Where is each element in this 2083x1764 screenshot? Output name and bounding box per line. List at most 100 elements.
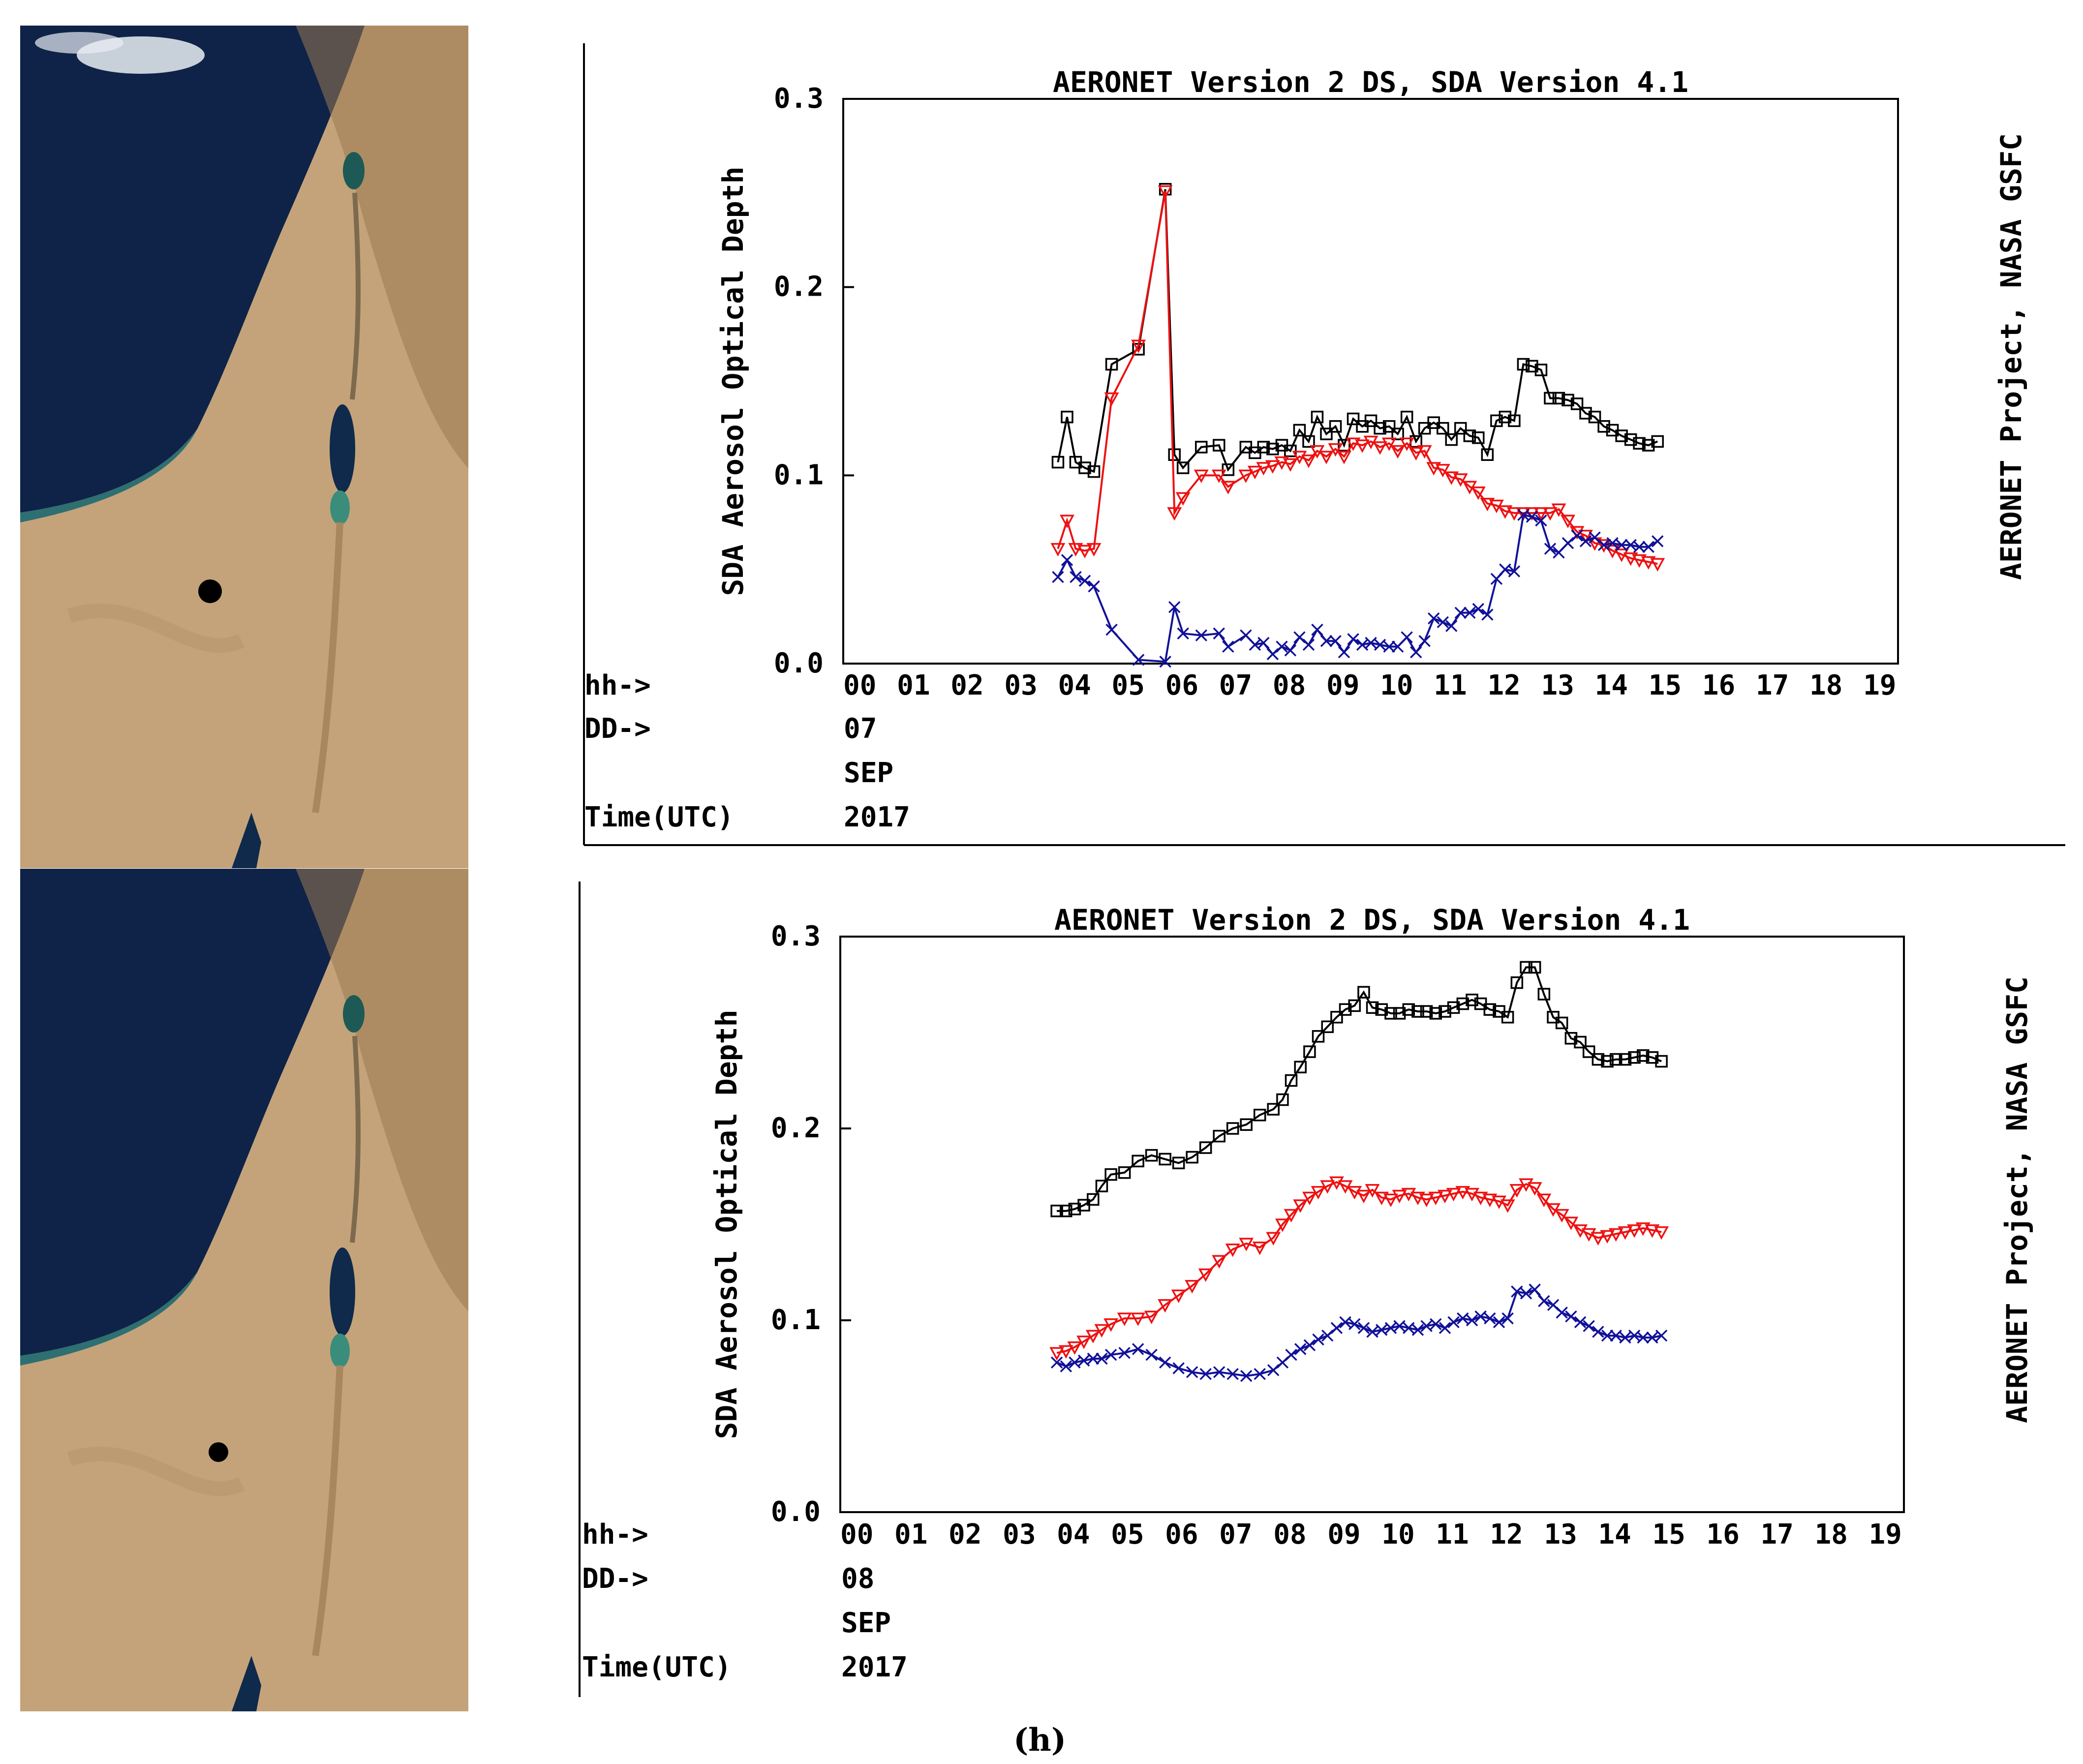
point-cross-stroke xyxy=(1294,1343,1307,1355)
point-coarse xyxy=(1132,654,1145,666)
site-marker xyxy=(209,1442,228,1462)
point-total xyxy=(1374,422,1386,435)
point-cross-stroke xyxy=(1610,1329,1622,1342)
point-total xyxy=(1366,1001,1379,1014)
point-fine xyxy=(1605,545,1620,559)
point-fine xyxy=(1516,507,1531,521)
point-fine xyxy=(1399,437,1414,451)
point-cross-stroke xyxy=(1257,637,1270,649)
point-coarse xyxy=(1096,1352,1108,1365)
hour-tick-label: 12 xyxy=(1487,669,1520,701)
point-fine xyxy=(1444,471,1459,485)
hour-tick-label: 04 xyxy=(1057,1519,1090,1551)
point-total xyxy=(1339,1003,1352,1016)
point-cross-stroke xyxy=(1633,541,1646,553)
date-year: 2017 xyxy=(841,1651,908,1683)
point-fine xyxy=(1292,451,1307,464)
point-total xyxy=(1078,461,1091,474)
point-coarse xyxy=(1060,1360,1072,1372)
point-total xyxy=(1601,1055,1614,1068)
figure-caption: (h) xyxy=(1013,1722,1067,1759)
series-line-total xyxy=(1057,189,1658,473)
point-coarse xyxy=(1501,1312,1514,1325)
point-total xyxy=(1364,414,1378,427)
point-cross-stroke xyxy=(1520,1287,1532,1300)
point-fine xyxy=(1470,487,1486,500)
point-cross-stroke xyxy=(1070,571,1082,583)
point-coarse xyxy=(1464,607,1476,619)
point-cross-stroke xyxy=(1508,565,1521,578)
aod-chart-sep-08: AERONET Version 2 DS, SDA Version 4.1 0.0… xyxy=(578,880,2059,1697)
point-cross-stroke xyxy=(1454,607,1467,619)
point-total xyxy=(1570,397,1584,410)
point-coarse xyxy=(1538,1295,1550,1308)
point-coarse xyxy=(1357,1322,1370,1334)
point-fine xyxy=(1650,558,1665,572)
point-fine xyxy=(1058,1345,1073,1359)
point-coarse xyxy=(1403,1322,1415,1334)
point-fine xyxy=(1527,1182,1542,1196)
point-cross-stroke xyxy=(1199,1368,1212,1380)
point-fine xyxy=(1591,1232,1606,1246)
point-cross-stroke xyxy=(1186,1366,1198,1378)
point-total xyxy=(1391,427,1404,440)
point-coarse xyxy=(1052,571,1064,583)
point-coarse xyxy=(1257,637,1270,649)
point-coarse xyxy=(1088,580,1100,593)
point-fine xyxy=(1455,1186,1470,1200)
point-coarse xyxy=(1610,1329,1622,1342)
point-total xyxy=(1555,1016,1568,1030)
y-tick-label: 0.2 xyxy=(771,1112,821,1144)
point-coarse xyxy=(1293,631,1306,643)
point-fine xyxy=(1117,1312,1132,1326)
point-coarse xyxy=(1637,1331,1649,1344)
y-tick-label: 0.1 xyxy=(771,1304,821,1336)
point-total xyxy=(1312,1030,1325,1043)
point-cross-stroke xyxy=(1529,1283,1541,1296)
point-cross-stroke xyxy=(1606,537,1619,549)
point-coarse xyxy=(1589,531,1601,544)
point-coarse xyxy=(1070,571,1082,583)
y-axis-label: SDA Aerosol Optical Depth xyxy=(716,167,750,596)
point-coarse xyxy=(1329,635,1342,647)
point-cross-stroke xyxy=(1311,623,1323,636)
point-cross-stroke xyxy=(1060,1360,1072,1372)
point-coarse xyxy=(1553,546,1565,559)
point-fine xyxy=(1274,456,1289,470)
y-tick-label: 0.3 xyxy=(771,920,821,952)
point-total xyxy=(1068,1203,1081,1216)
point-total xyxy=(1456,997,1470,1010)
point-fine xyxy=(1212,1255,1227,1269)
point-total xyxy=(1393,1007,1406,1020)
point-cross-stroke xyxy=(1447,1316,1460,1329)
point-total xyxy=(1628,1051,1641,1064)
point-fine xyxy=(1482,1193,1498,1207)
point-coarse xyxy=(1655,1329,1668,1342)
point-cross-stroke xyxy=(1088,580,1100,593)
point-total xyxy=(1266,443,1279,456)
point-cross-stroke xyxy=(1078,575,1091,587)
point-total xyxy=(1429,1007,1442,1020)
point-total xyxy=(1087,465,1101,478)
point-fine xyxy=(1239,1238,1254,1251)
point-cross-stroke xyxy=(1087,1352,1100,1365)
point-coarse xyxy=(1177,627,1189,640)
row-label: Time(UTC) xyxy=(582,1651,731,1683)
point-coarse xyxy=(1474,1310,1487,1323)
point-fine xyxy=(1131,339,1146,353)
point-coarse xyxy=(1606,537,1619,549)
point-total xyxy=(1466,993,1478,1006)
point-cross-stroke xyxy=(1562,537,1574,549)
point-coarse xyxy=(1642,541,1654,553)
point-total xyxy=(1490,414,1503,427)
point-coarse xyxy=(1508,565,1521,578)
point-fine xyxy=(1608,1228,1624,1242)
point-fine xyxy=(1085,1330,1101,1343)
point-cross-stroke xyxy=(1393,1320,1406,1332)
point-total xyxy=(1597,420,1610,433)
point-coarse xyxy=(1529,1283,1541,1296)
point-coarse xyxy=(1583,1320,1595,1332)
point-cross-stroke xyxy=(1132,654,1145,666)
point-cross-stroke xyxy=(1077,1354,1090,1367)
point-total xyxy=(1564,1032,1578,1045)
